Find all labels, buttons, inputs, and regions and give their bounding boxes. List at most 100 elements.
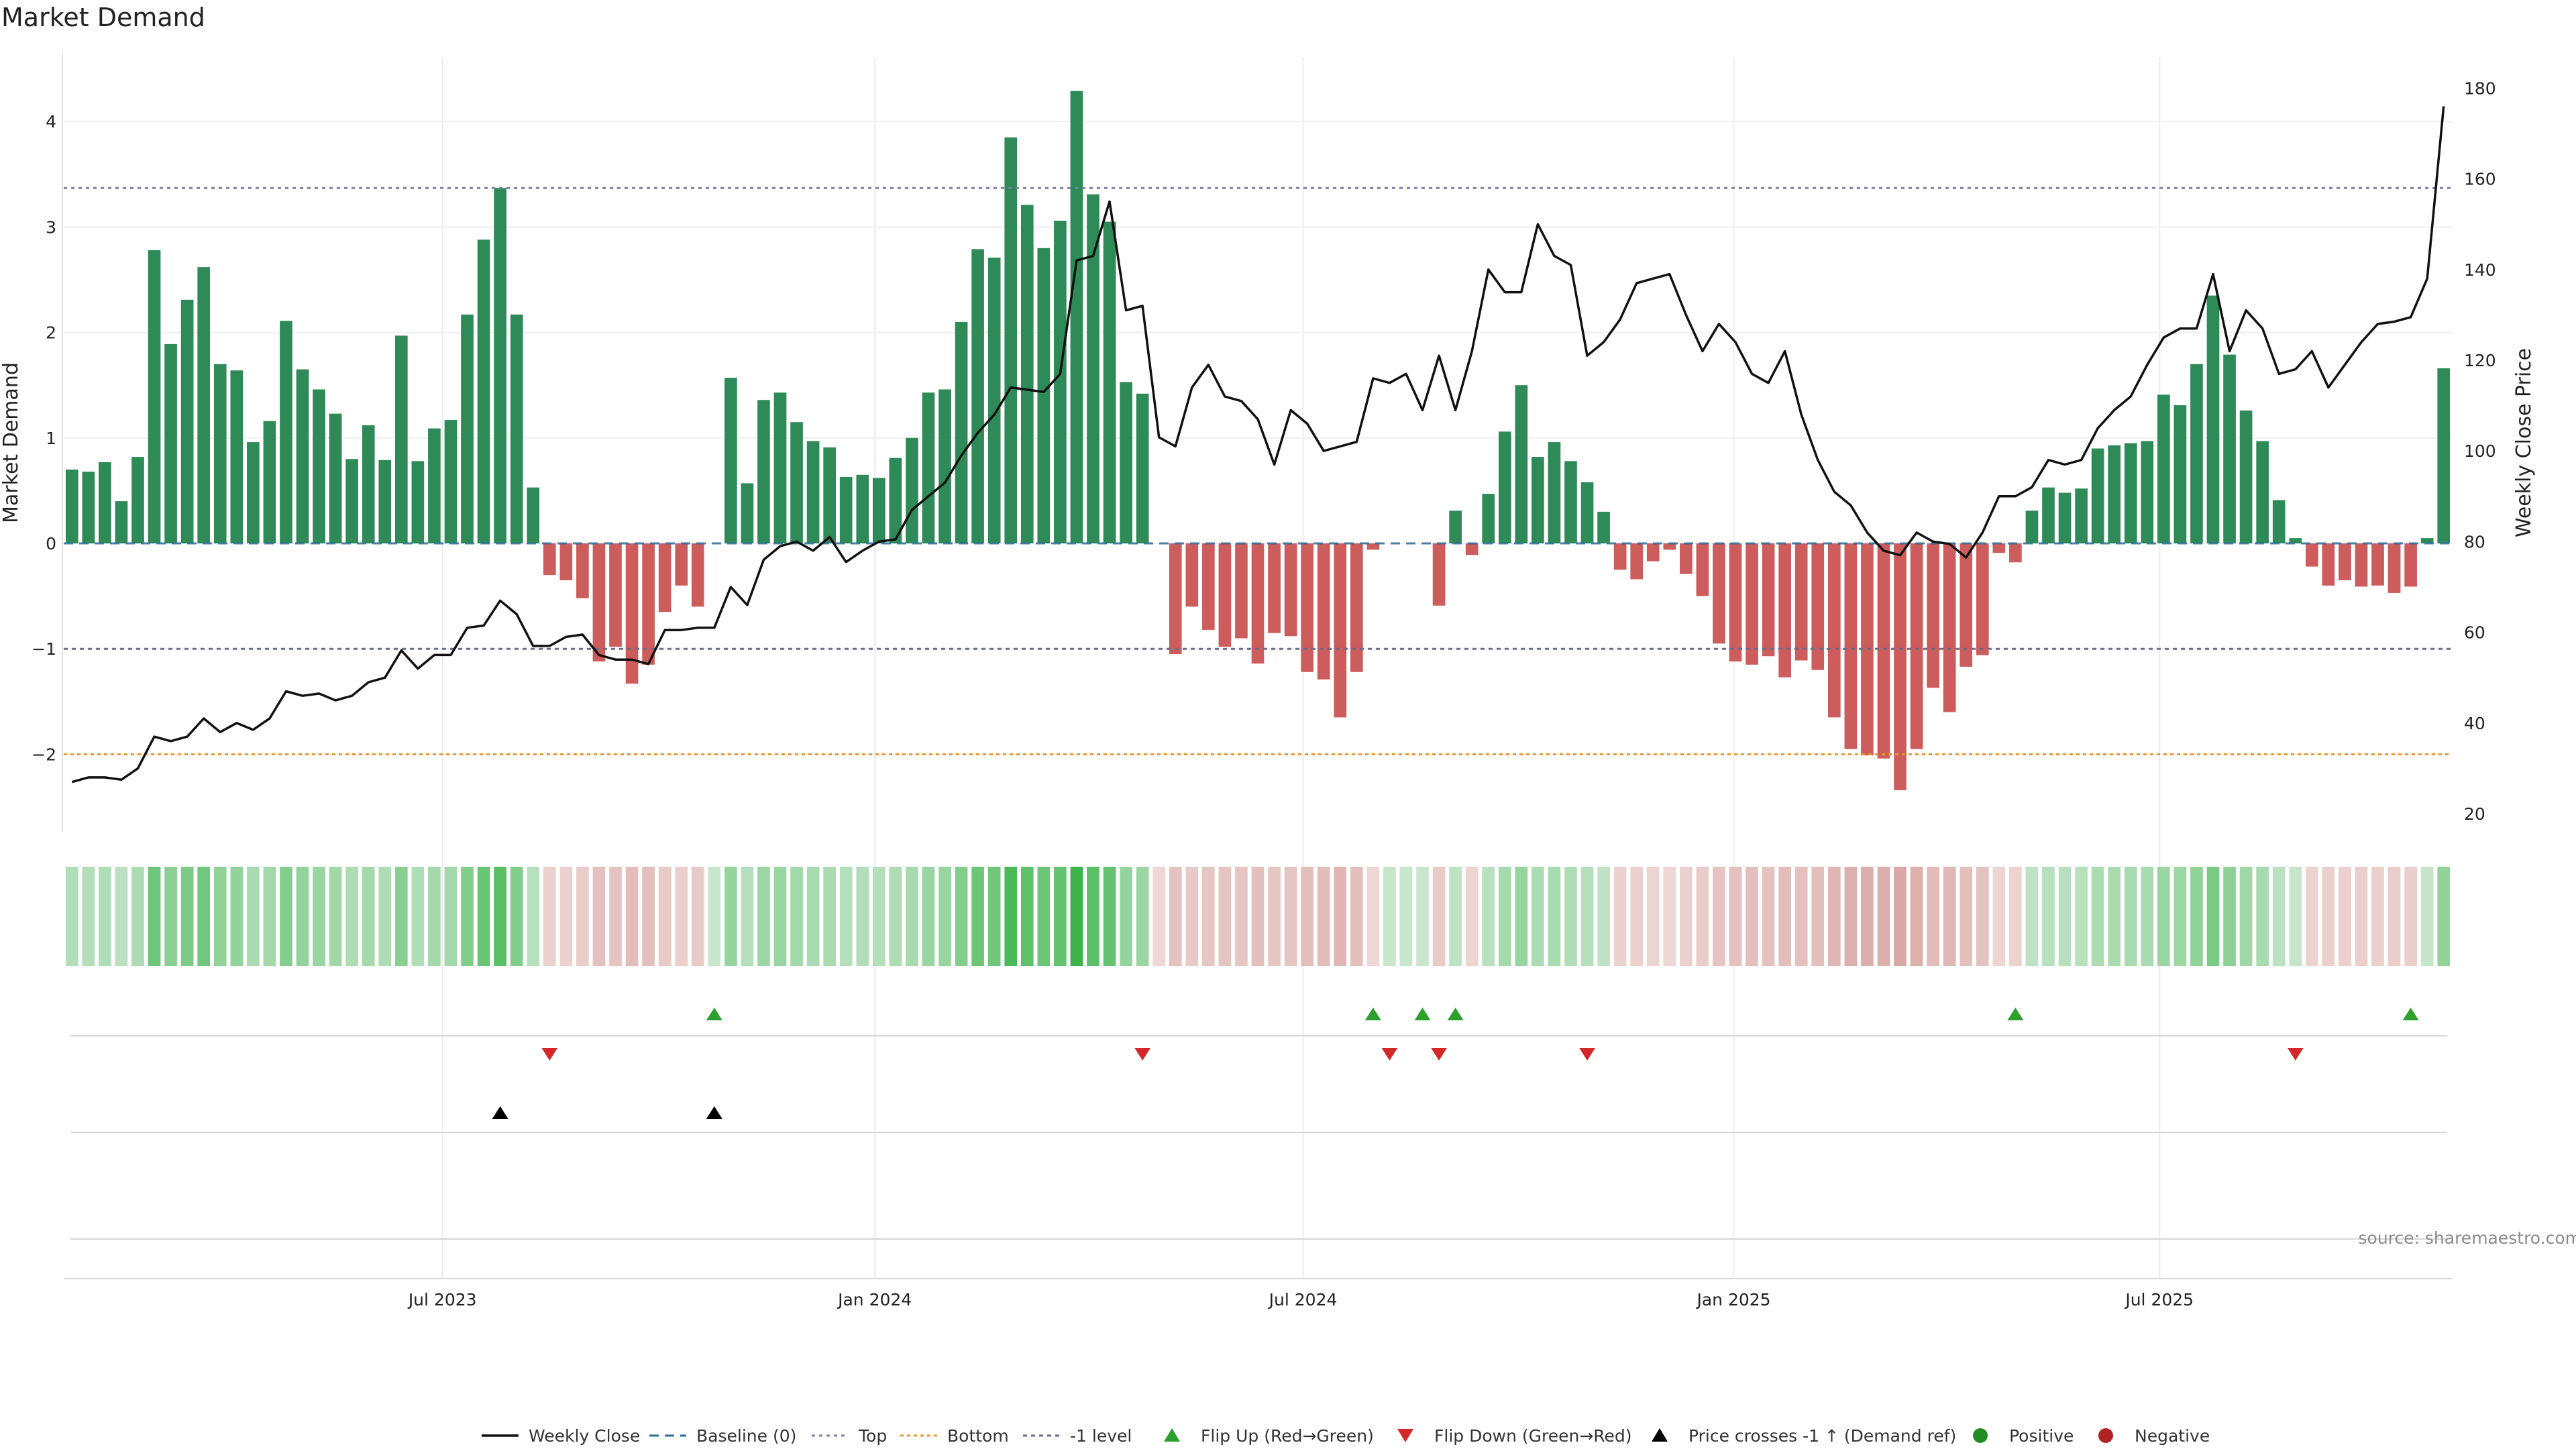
positive-demand-bar [1548,442,1561,543]
positive-demand-bar [1037,248,1051,543]
heat-strip-cell [378,867,392,966]
positive-demand-bar [313,389,325,543]
positive-demand-bar [955,321,968,543]
positive-demand-bar [2042,487,2055,543]
weekly-close-price-line [71,106,2445,784]
heat-strip-cell [1103,867,1116,966]
negative-demand-bar [1218,543,1232,647]
heat-strip-cell [592,867,606,966]
positive-demand-bar [1564,461,1577,543]
negative-demand-bar [1334,543,1347,718]
heat-strip-cell [955,867,968,966]
positive-demand-bar [362,425,375,543]
heat-strip-cell [839,867,853,966]
negative-demand-bar [2305,543,2318,567]
legend-label: Flip Up (Red→Green) [1201,1426,1374,1446]
heat-strip-cell [1844,867,1858,966]
positive-demand-bar [1054,220,1067,543]
heat-strip-cell [1597,867,1610,966]
heat-strip-cell [1943,867,1956,966]
heat-strip-cell [394,867,408,966]
heat-strip-cell [1399,867,1413,966]
positive-demand-bar [329,413,342,543]
heat-strip-cell [1778,867,1791,966]
positive-demand-bar [724,378,737,543]
heat-strip-cell [148,867,161,966]
heat-strip-cell [2157,867,2170,966]
heat-strip-cell [872,867,885,966]
negative-demand-bar [1746,543,1758,665]
heat-strip-cell [790,867,803,966]
negative-demand-bar [576,543,589,598]
negative-demand-bar [1927,543,1939,688]
heat-strip-cell [2387,867,2401,966]
negative-demand-bar [1960,543,1973,667]
positive-demand-bar [296,369,309,543]
positive-demand-bar [2091,448,2104,543]
left-tick-label: 4 [46,112,56,131]
heat-strip-cell [1877,867,1890,966]
heat-strip-cell [494,867,506,966]
positive-demand-bar [2272,500,2286,543]
date-tick-label: Jan 2025 [1695,1290,1770,1309]
heat-strip-cell [658,867,672,966]
legend-label: -1 level [1070,1426,1132,1446]
positive-demand-bar [263,421,276,543]
heat-strip-cell [1152,867,1166,966]
right-tick-label: 100 [2464,441,2496,461]
negative-demand-bar [1894,543,1907,790]
negative-demand-bar [675,543,688,586]
negative-demand-bar [1729,543,1742,662]
positive-demand-bar [773,392,787,543]
right-axis-label: Weekly Close Price [2512,348,2536,537]
heat-strip-cell [2124,867,2137,966]
heat-strip-cell [1680,867,1693,966]
heat-strip-cell [543,867,556,966]
positive-demand-bar [444,420,458,543]
flip-down-marker [1431,1048,1448,1061]
heat-strip-cell [823,867,836,966]
positive-demand-bar [1498,431,1511,543]
negative-demand-bar [2387,543,2401,593]
date-tick-label: Jul 2024 [1268,1290,1338,1309]
positive-demand-bar [82,472,95,543]
positive-demand-bar [971,249,984,543]
heat-strip-cell [428,867,441,966]
negative-demand-bar [1877,543,1890,759]
positive-demand-bar [2206,295,2220,543]
positive-demand-bar [411,461,425,543]
heat-strip-cell [2223,867,2236,966]
positive-demand-bar [115,501,128,543]
heat-strip-cell [1794,867,1808,966]
heat-strip-cell [2075,867,2088,966]
heat-strip-cell [2174,867,2187,966]
heat-strip-cell [1070,867,1083,966]
positive-demand-bar [1004,137,1018,543]
heat-strip-cell [2190,867,2203,966]
heat-strip-cell [1482,867,1495,966]
heat-strip-cell [625,867,639,966]
negative-demand-bar [2404,543,2417,587]
heat-strip-cell [1532,867,1544,966]
legend-label: Top [858,1426,887,1446]
left-tick-label: 1 [46,429,56,448]
date-tick-label: Jul 2023 [407,1290,477,1309]
negative-demand-bar [1992,543,2006,553]
positive-demand-bar [1087,194,1099,544]
heat-strip-cell [411,867,425,966]
negative-demand-bar [1762,543,1775,657]
left-tick-label: 2 [46,323,56,343]
heat-strip-cell [1894,867,1907,966]
positive-demand-bar [213,364,227,543]
legend-label: Bottom [947,1426,1009,1446]
heat-strip-cell [1087,867,1099,966]
positive-demand-bar [2124,443,2137,543]
heat-strip-cell [1927,867,1939,966]
positive-demand-bar [1103,221,1116,543]
right-tick-label: 60 [2464,623,2485,643]
heat-strip-cell [856,867,869,966]
heat-strip-cell [2239,867,2253,966]
heat-strip-cell [2339,867,2351,966]
legend-flip-down-icon [1397,1429,1413,1442]
heat-strip-cell [2256,867,2269,966]
